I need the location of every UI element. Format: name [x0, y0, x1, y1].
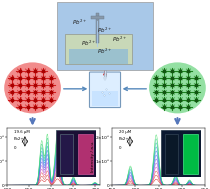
Circle shape [4, 62, 61, 113]
Bar [57, 2, 153, 70]
Text: $Pb^{2+}$: $Pb^{2+}$ [97, 46, 113, 56]
Text: Pb2+: Pb2+ [119, 137, 129, 141]
Text: $Pb^{2+}$: $Pb^{2+}$ [81, 39, 96, 48]
FancyBboxPatch shape [89, 72, 121, 108]
Bar [96, 13, 99, 43]
Text: $Pb^{2+}$: $Pb^{2+}$ [72, 18, 87, 27]
Circle shape [149, 62, 206, 113]
Text: 0: 0 [119, 146, 121, 150]
Bar [65, 34, 132, 64]
Text: 0: 0 [14, 146, 16, 150]
Y-axis label: Intensity / a.u.: Intensity / a.u. [91, 141, 95, 172]
Text: $Pb^{2+}$: $Pb^{2+}$ [97, 26, 113, 35]
Bar [69, 49, 128, 64]
Text: $Pb^{2+}$: $Pb^{2+}$ [112, 35, 127, 44]
Text: Pb2+: Pb2+ [14, 137, 24, 141]
Text: 19.6 μM: 19.6 μM [14, 130, 30, 134]
Bar [104, 70, 106, 77]
Bar [91, 16, 104, 19]
Bar [92, 91, 118, 106]
Text: 20 μM: 20 μM [119, 130, 131, 134]
Bar [97, 21, 98, 47]
Polygon shape [104, 77, 106, 80]
